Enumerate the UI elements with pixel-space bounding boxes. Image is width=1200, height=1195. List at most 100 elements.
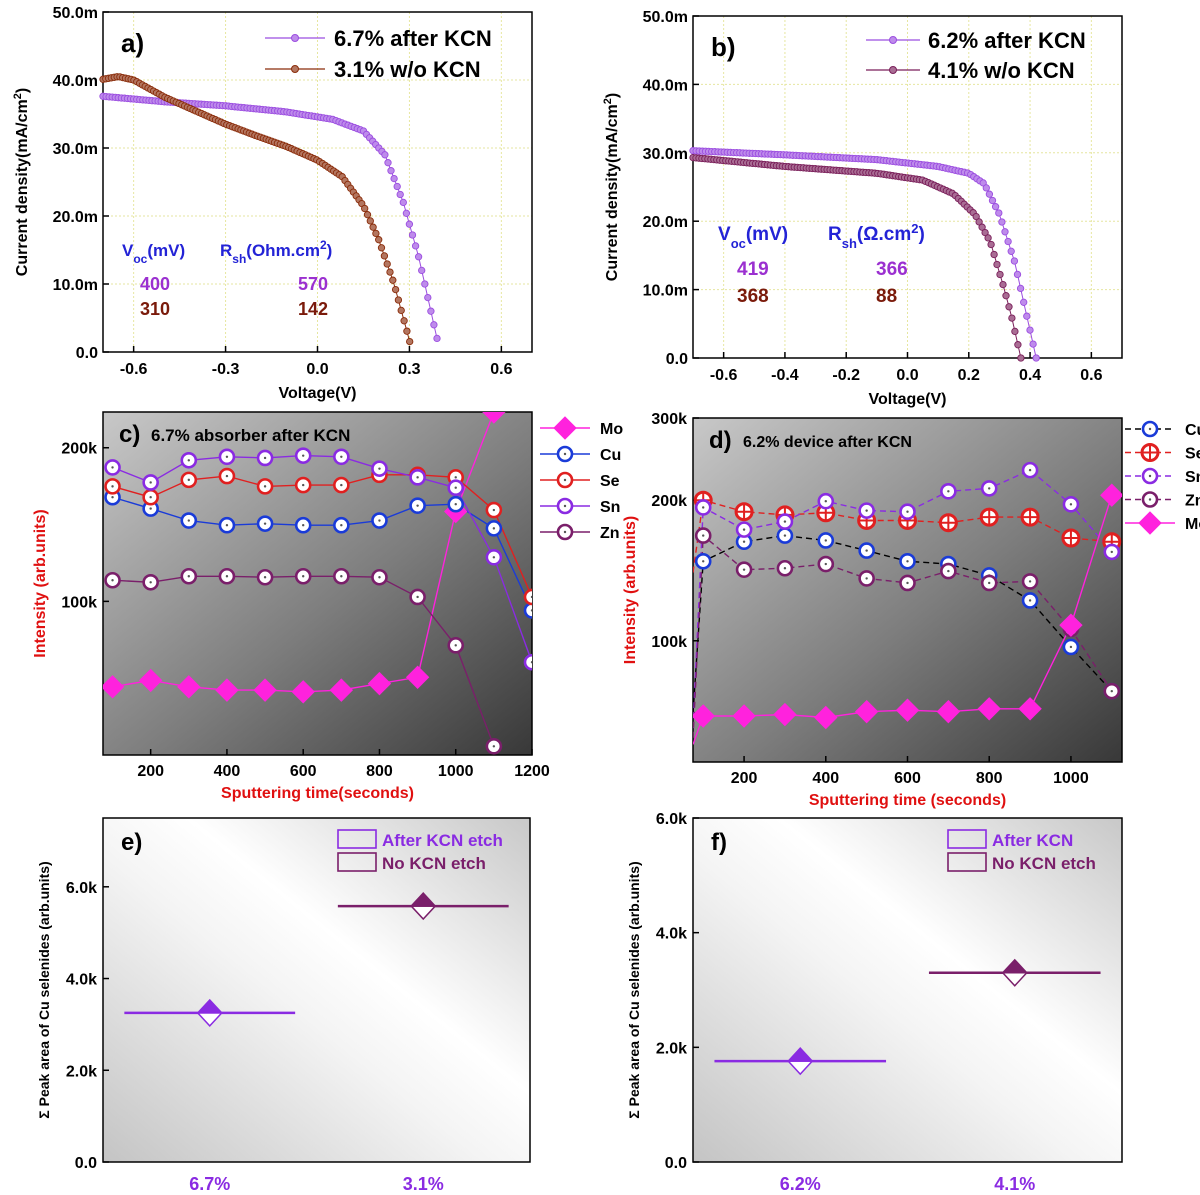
data-point bbox=[995, 209, 1003, 217]
y-tick-label: 20.0m bbox=[53, 209, 98, 226]
data-point-dot bbox=[378, 519, 381, 522]
data-point bbox=[387, 167, 395, 175]
data-point-dot bbox=[225, 455, 229, 458]
data-point bbox=[996, 270, 1004, 279]
data-point-dot bbox=[530, 609, 532, 612]
data-point-dot bbox=[340, 455, 343, 458]
category-label: 3.1% bbox=[403, 1174, 444, 1194]
legend-label: After KCN bbox=[992, 831, 1073, 850]
data-point-dot bbox=[302, 454, 305, 457]
y-tick-label: 6.0k bbox=[656, 811, 687, 828]
data-point bbox=[418, 266, 426, 275]
data-point bbox=[991, 203, 1000, 211]
data-point bbox=[981, 228, 989, 237]
data-point-dot bbox=[988, 581, 991, 585]
data-point-dot bbox=[947, 490, 950, 493]
data-point bbox=[998, 218, 1006, 226]
data-point bbox=[386, 268, 394, 276]
y-tick-label: 0.0 bbox=[75, 1155, 97, 1172]
y-tick-label: 6.0k bbox=[66, 880, 97, 897]
table-rsh-value: 88 bbox=[876, 286, 897, 307]
data-point bbox=[402, 209, 411, 217]
data-point-dot bbox=[416, 504, 419, 507]
y-tick-label: 0.0 bbox=[666, 351, 688, 368]
data-point bbox=[895, 698, 920, 722]
data-point-dot bbox=[742, 568, 746, 571]
table-header-rsh: Rsh(Ohm.cm2) bbox=[220, 238, 332, 266]
x-tick-label: 1000 bbox=[1053, 770, 1089, 787]
y-tick-label: 20.0m bbox=[643, 214, 688, 231]
data-point bbox=[984, 234, 992, 242]
data-point bbox=[854, 699, 879, 724]
legend-label: After KCN etch bbox=[382, 831, 503, 850]
legend-label: 6.2% after KCN bbox=[928, 28, 1086, 53]
data-point-dot bbox=[454, 644, 457, 647]
y-tick-label: 50.0m bbox=[643, 9, 688, 26]
data-point-dot bbox=[1069, 645, 1073, 649]
data-point bbox=[391, 285, 400, 294]
series-group bbox=[693, 461, 1122, 745]
y-axis-label: Current density(mA/cm2) bbox=[602, 93, 621, 281]
data-point bbox=[394, 296, 403, 304]
data-point-dot bbox=[454, 476, 457, 479]
x-tick-label: 800 bbox=[366, 763, 393, 780]
data-point bbox=[367, 671, 392, 696]
data-point-dot bbox=[225, 575, 229, 578]
data-point-dot bbox=[824, 500, 827, 503]
data-point-dot bbox=[783, 567, 787, 570]
plot-area bbox=[102, 411, 533, 756]
legend-label: Mo bbox=[600, 421, 623, 438]
series-group bbox=[103, 412, 532, 755]
data-point-dot bbox=[1148, 427, 1152, 431]
data-point-dot bbox=[416, 476, 419, 479]
x-tick-label: 0.2 bbox=[958, 367, 980, 384]
x-axis-label: Sputtering time(seconds) bbox=[221, 785, 414, 802]
data-point-dot bbox=[1110, 689, 1113, 693]
data-point-upper bbox=[409, 891, 437, 907]
x-tick-label: -0.2 bbox=[832, 367, 860, 384]
data-point-dot bbox=[1110, 550, 1113, 554]
table-voc-value: 419 bbox=[737, 259, 769, 280]
legend-label: Cu bbox=[1185, 422, 1200, 439]
data-point bbox=[1020, 298, 1028, 306]
legend-label: Sn bbox=[1185, 469, 1200, 486]
y-tick-label: 0.0 bbox=[76, 345, 98, 362]
data-point bbox=[988, 196, 997, 205]
data-point-dot bbox=[865, 549, 868, 552]
data-point-dot bbox=[742, 540, 746, 543]
data-point bbox=[399, 198, 407, 207]
data-point-dot bbox=[454, 503, 457, 506]
data-point bbox=[523, 588, 532, 606]
y-tick-label: 100k bbox=[61, 594, 97, 611]
data-point-dot bbox=[906, 581, 909, 585]
data-point bbox=[1026, 326, 1034, 334]
data-point-dot bbox=[1028, 599, 1032, 602]
x-tick-label: 200 bbox=[731, 770, 758, 787]
table-rsh-value: 570 bbox=[298, 274, 328, 294]
data-point-dot bbox=[530, 595, 532, 599]
legend-box bbox=[947, 829, 987, 849]
data-point-dot bbox=[1148, 474, 1152, 478]
legend-marker bbox=[291, 65, 299, 73]
data-point-dot bbox=[530, 660, 532, 664]
data-point bbox=[414, 253, 423, 261]
legend-marker bbox=[291, 34, 299, 42]
y-tick-label: 200k bbox=[61, 441, 97, 458]
data-point-dot bbox=[111, 496, 114, 499]
table-voc-value: 400 bbox=[140, 274, 170, 294]
x-tick-label: 200 bbox=[137, 763, 164, 780]
data-point-dot bbox=[563, 478, 567, 482]
data-point-dot bbox=[865, 577, 868, 580]
y-tick-label: 300k bbox=[651, 411, 687, 428]
y-tick-label: 50.0m bbox=[53, 5, 98, 22]
data-point-dot bbox=[225, 524, 229, 527]
data-point bbox=[1011, 327, 1019, 336]
panel-c: 200 400 600 800 1000 1200 100k 200k Sputtering t… bbox=[32, 411, 623, 802]
x-tick-label: 0.6 bbox=[1080, 367, 1102, 384]
data-point-dot bbox=[302, 483, 305, 487]
data-point bbox=[384, 159, 392, 167]
data-point-dot bbox=[563, 452, 567, 456]
data-point bbox=[523, 602, 532, 619]
data-point bbox=[380, 252, 389, 260]
data-point bbox=[1032, 354, 1040, 362]
